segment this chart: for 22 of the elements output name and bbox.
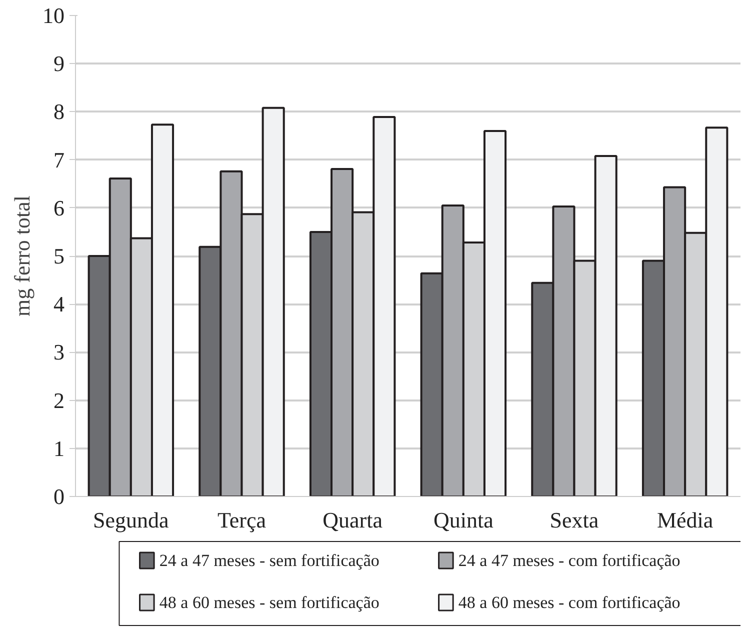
y-axis-title: mg ferro total (10, 196, 34, 316)
legend-label: 48 a 60 meses - com fortificação (458, 593, 680, 612)
x-tick-label: Segunda (93, 508, 170, 532)
y-tick-label: 7 (54, 147, 64, 172)
x-tick-label: Terça (217, 508, 266, 532)
y-tick-label: 8 (54, 99, 64, 124)
y-tick-label: 4 (54, 292, 64, 317)
x-tick-label: Média (656, 508, 714, 532)
y-tick-label: 1 (54, 436, 64, 461)
legend-label: 24 a 47 meses - com fortificação (458, 551, 680, 570)
legend-label: 24 a 47 meses - sem fortificação (159, 551, 380, 570)
y-tick-label: 2 (54, 388, 64, 413)
y-tick-label: 10 (42, 3, 64, 28)
x-tick-label: Quarta (322, 508, 383, 532)
y-tick-label: 0 (54, 484, 64, 509)
x-tick-label: Sexta (550, 508, 599, 532)
y-tick-label: 6 (54, 195, 64, 220)
y-tick-label: 9 (54, 51, 64, 76)
legend-label: 48 a 60 meses - sem fortificação (159, 593, 380, 612)
y-tick-label: 5 (54, 244, 64, 268)
y-tick-label: 3 (54, 340, 64, 365)
x-tick-label: Quinta (433, 508, 494, 532)
